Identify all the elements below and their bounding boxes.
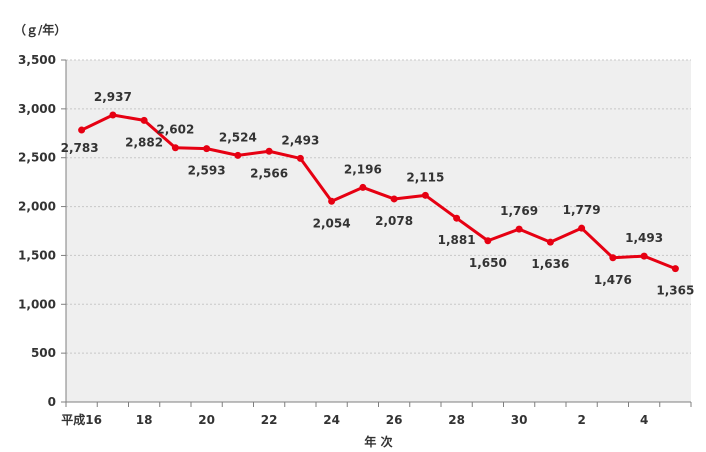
y-tick-label: 2,500 [18,151,56,165]
data-point [515,225,523,233]
data-point [203,145,211,153]
y-tick-label: 1,000 [18,297,56,311]
plot-area [66,60,691,402]
data-label: 2,602 [156,123,194,137]
series-line-group [80,113,676,271]
y-tick-label: 500 [31,346,56,360]
data-label: 2,078 [375,214,413,228]
data-point [140,116,148,124]
data-point [640,252,648,260]
data-point [421,191,429,199]
x-tick-label: 30 [511,413,528,427]
data-label: 2,593 [188,164,226,178]
data-label: 1,779 [563,203,601,217]
x-tick-label: 20 [198,413,215,427]
data-label: 1,365 [656,284,694,298]
grid-lines [66,59,691,354]
data-point [609,254,617,262]
data-point [671,265,679,273]
y-tick-label: 0 [48,395,56,409]
data-label: 2,196 [344,162,382,176]
data-label: 1,493 [625,231,663,245]
x-tick-label: 4 [640,413,648,427]
data-point [453,214,461,222]
data-point [171,144,179,152]
y-tick-label: 3,000 [18,102,56,116]
data-point [328,197,336,205]
series-line [80,113,676,271]
x-axis-title: 年 次 [364,434,392,449]
data-point [359,183,367,191]
data-point [296,154,304,162]
data-label: 1,881 [438,233,476,247]
x-tick-label: 28 [448,413,465,427]
x-tick-label: 26 [386,413,403,427]
x-tick-label: 2 [577,413,585,427]
data-label: 2,054 [313,216,351,230]
y-unit-label: （ｇ/年） [14,22,66,38]
data-label: 2,493 [281,133,319,147]
data-point [109,111,117,119]
data-label: 1,650 [469,256,507,270]
data-point [390,195,398,203]
axes: 0 500 1,000 1,500 2,000 2,500 3,000 3,500 平成16 18… [18,53,692,427]
y-tick-label: 1,500 [18,248,56,262]
data-label: 1,636 [531,257,569,271]
x-tick-label: 24 [323,413,340,427]
data-label: 1,769 [500,204,538,218]
data-point [234,151,242,159]
data-label: 2,566 [250,166,288,180]
data-point [265,147,273,155]
data-label: 1,476 [594,273,632,287]
data-label: 2,524 [219,130,257,144]
y-tick-label: 2,000 [18,200,56,214]
data-label: 2,937 [94,90,132,104]
data-point [484,237,492,245]
data-point [578,224,586,232]
x-tick-label: 平成16 [61,412,102,427]
data-point [546,238,554,246]
x-tick-label: 22 [261,413,278,427]
x-tick-label: 18 [136,413,153,427]
data-point [78,126,86,134]
data-label: 2,882 [125,135,163,149]
data-label: 2,783 [61,141,99,155]
y-tick-label: 3,500 [18,53,56,67]
data-points [78,111,679,273]
data-label: 2,115 [406,170,444,184]
